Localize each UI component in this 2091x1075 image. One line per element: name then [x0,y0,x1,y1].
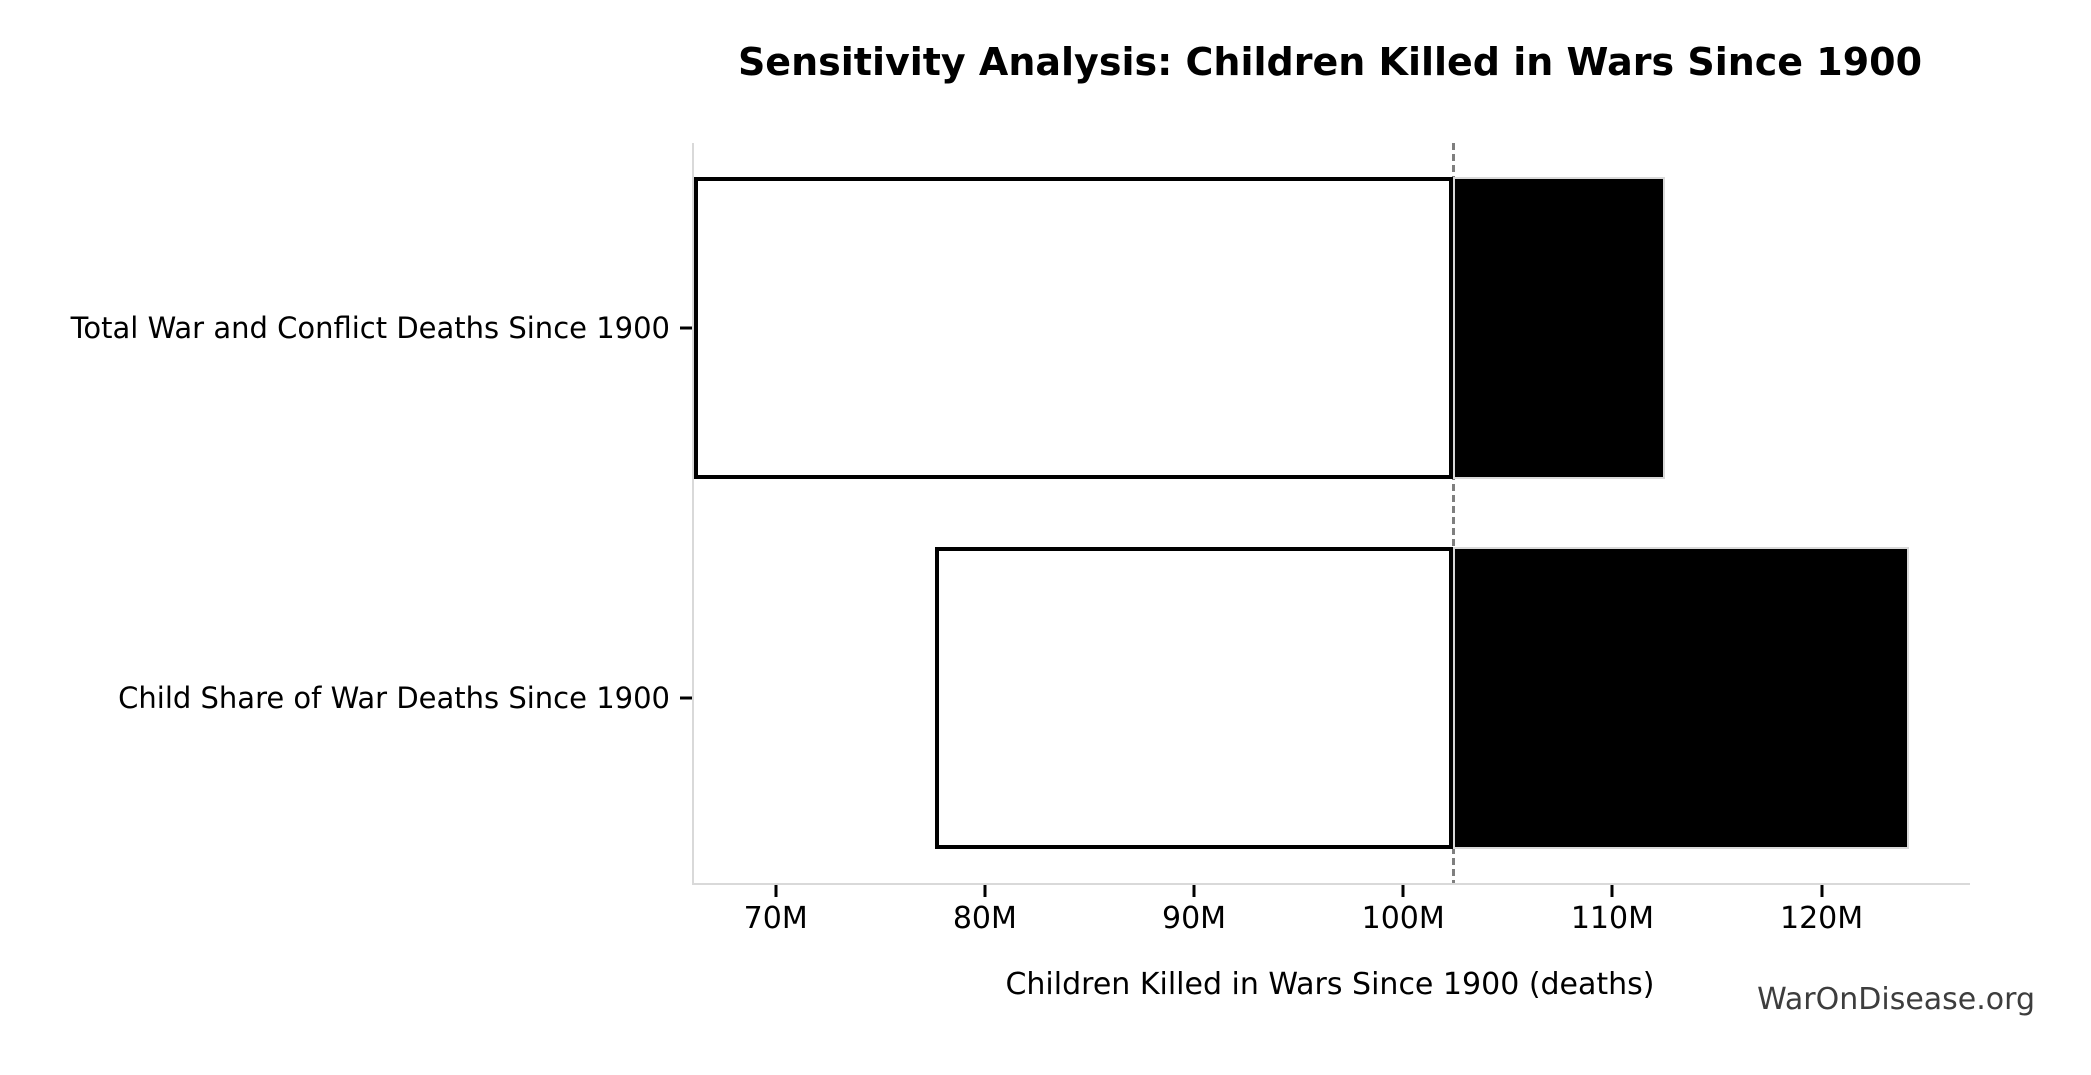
bar-high-segment [1453,177,1665,479]
x-tick-label: 80M [952,901,1017,936]
y-tick-label: Child Share of War Deaths Since 1900 [118,681,670,715]
bar-low-segment [934,547,1454,849]
bar-high-segment [1453,547,1910,849]
x-tick-mark [1401,885,1405,897]
bar-low-segment [694,177,1454,479]
watermark-text: WarOnDisease.org [1757,982,2035,1017]
y-tick-label: Total War and Conflict Deaths Since 1900 [70,311,670,345]
x-tick-mark [1192,885,1196,897]
x-tick-label: 120M [1779,901,1864,936]
x-tick-mark [1820,885,1824,897]
x-axis-label: Children Killed in Wars Since 1900 (deat… [1005,967,1655,1002]
x-tick-label: 110M [1570,901,1654,936]
x-tick-label: 70M [743,901,808,936]
x-tick-label: 90M [1162,901,1227,936]
x-tick-label: 100M [1361,901,1445,936]
x-tick-mark [1610,885,1614,897]
x-tick-mark [983,885,987,897]
y-tick-mark [680,326,692,330]
x-tick-mark [774,885,778,897]
chart-title: Sensitivity Analysis: Children Killed in… [737,40,1923,84]
baseline-dashed-line [1451,143,1455,883]
y-tick-mark [680,696,692,700]
plot-area [692,143,1970,885]
